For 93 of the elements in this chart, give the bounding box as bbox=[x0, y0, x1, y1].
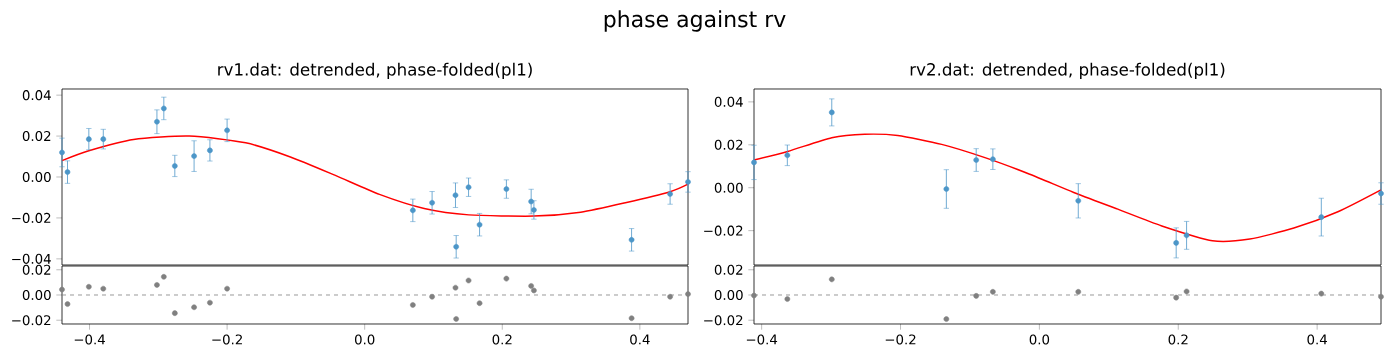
point bbox=[667, 293, 673, 300]
point bbox=[784, 296, 791, 302]
y-tick-label: 0.00 bbox=[22, 171, 51, 183]
point bbox=[154, 282, 160, 288]
point bbox=[667, 191, 673, 197]
point bbox=[465, 184, 472, 191]
x-tick-label: 0.2 bbox=[1168, 334, 1188, 345]
point bbox=[1173, 294, 1179, 301]
point bbox=[1318, 214, 1325, 220]
chart-title: phase against rv bbox=[604, 10, 786, 32]
point bbox=[1318, 290, 1325, 297]
point bbox=[429, 199, 435, 206]
point bbox=[531, 287, 537, 294]
point bbox=[452, 284, 459, 291]
point bbox=[1173, 240, 1179, 246]
point bbox=[531, 207, 537, 213]
y-tick-label: 0.02 bbox=[714, 139, 743, 150]
y-tick-label: −0.04 bbox=[12, 253, 51, 264]
point bbox=[1183, 232, 1190, 239]
point bbox=[751, 292, 757, 299]
point bbox=[784, 152, 791, 159]
line-series bbox=[61, 135, 689, 217]
point bbox=[429, 293, 435, 300]
x-tick-label: 0.2 bbox=[492, 334, 512, 345]
y-tick-label: −0.02 bbox=[12, 315, 51, 326]
x-tick-label: −0.2 bbox=[212, 334, 242, 345]
x-tick-label: −0.2 bbox=[885, 334, 916, 345]
chart-title: rv2.dat: detrended, phase-folded(pl1) bbox=[910, 62, 1225, 79]
point bbox=[86, 136, 92, 142]
point bbox=[628, 237, 635, 243]
point bbox=[86, 284, 92, 290]
point bbox=[59, 149, 65, 156]
y-tick-label: −0.02 bbox=[704, 225, 743, 236]
point bbox=[161, 274, 167, 280]
y-tick-label: 0.04 bbox=[714, 96, 743, 107]
point bbox=[100, 136, 107, 142]
point bbox=[828, 109, 835, 116]
point bbox=[154, 118, 160, 125]
point bbox=[100, 285, 107, 292]
chart-subtitle: rv1.dat: detrended, phase-folded(pl1) bbox=[218, 62, 532, 79]
point bbox=[943, 186, 950, 192]
point bbox=[528, 283, 534, 289]
point bbox=[973, 157, 980, 163]
point bbox=[973, 293, 980, 299]
x-tick-label: 0.4 bbox=[630, 334, 650, 345]
y-tick-label: 0.02 bbox=[714, 264, 743, 275]
point bbox=[990, 156, 996, 162]
point bbox=[476, 221, 483, 228]
y-tick-label: −0.02 bbox=[12, 212, 51, 223]
point bbox=[64, 169, 71, 175]
point bbox=[1075, 198, 1082, 204]
y-tick-label: 0.00 bbox=[714, 289, 743, 301]
point bbox=[990, 289, 996, 295]
point bbox=[751, 159, 757, 166]
x-tick-label: 0.4 bbox=[1307, 334, 1327, 345]
point bbox=[628, 315, 635, 321]
x-tick-label: −0.4 bbox=[74, 334, 105, 345]
line-series bbox=[753, 133, 1382, 242]
point bbox=[453, 316, 459, 322]
x-tick-label: 0.0 bbox=[1029, 334, 1050, 345]
point bbox=[685, 179, 691, 185]
y-tick-label: 0.00 bbox=[22, 289, 51, 301]
point bbox=[59, 286, 65, 293]
point bbox=[172, 310, 178, 316]
point bbox=[503, 186, 510, 192]
point bbox=[410, 207, 416, 214]
point bbox=[172, 163, 178, 169]
y-tick-label: 0.00 bbox=[714, 182, 743, 193]
point bbox=[453, 243, 459, 250]
point bbox=[191, 304, 197, 311]
point bbox=[476, 300, 483, 306]
point bbox=[685, 291, 691, 297]
point bbox=[207, 147, 213, 154]
point bbox=[1183, 288, 1190, 295]
point bbox=[191, 153, 197, 159]
point bbox=[224, 127, 230, 134]
y-tick-label: 0.04 bbox=[22, 90, 51, 101]
y-tick-label: 0.02 bbox=[22, 264, 51, 275]
point bbox=[452, 192, 459, 199]
x-tick-label: 0.0 bbox=[354, 334, 375, 345]
point bbox=[828, 276, 835, 283]
point bbox=[207, 299, 213, 306]
point bbox=[410, 302, 416, 308]
point bbox=[1075, 289, 1082, 295]
y-tick-label: −0.02 bbox=[704, 315, 743, 326]
point bbox=[224, 285, 230, 292]
point bbox=[161, 105, 167, 112]
point bbox=[503, 275, 510, 282]
x-tick-label: −0.4 bbox=[746, 334, 778, 345]
point bbox=[943, 316, 950, 322]
y-tick-label: 0.02 bbox=[22, 131, 51, 142]
point bbox=[64, 301, 71, 307]
point bbox=[465, 277, 472, 284]
